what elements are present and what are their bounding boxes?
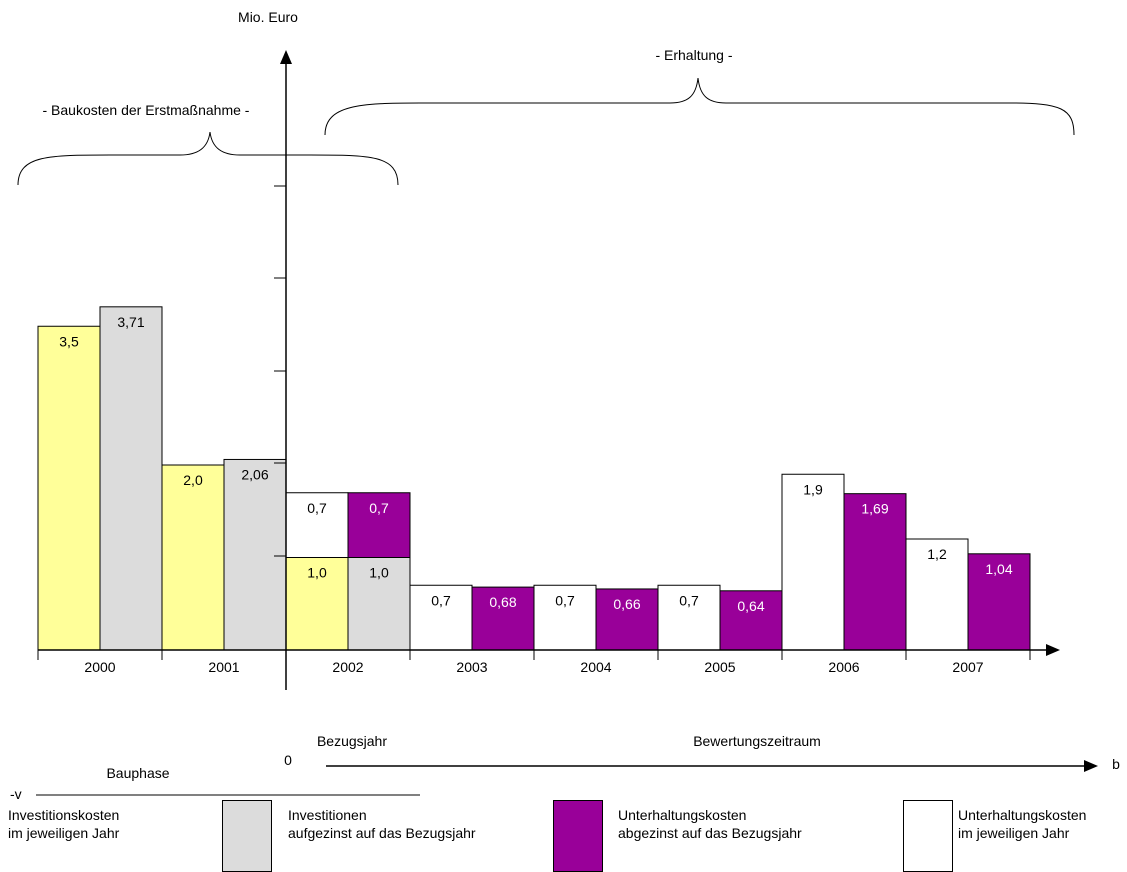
bar-investition_aufgezinst-2000 bbox=[99, 306, 163, 651]
data-label-unterhaltung-2004: 0,7 bbox=[555, 592, 575, 608]
x-tick-label-2005: 2005 bbox=[704, 659, 735, 675]
data-label-unterhaltung_abgezinst-2007: 1,04 bbox=[985, 561, 1012, 577]
y-axis-label: Mio. Euro bbox=[238, 9, 298, 25]
x-axis-arrow bbox=[1046, 644, 1060, 656]
data-label-unterhaltung_abgezinst-2003: 0,68 bbox=[489, 594, 516, 610]
bewertungszeitraum-arrow bbox=[1084, 760, 1098, 772]
data-label-investition-2000: 3,5 bbox=[59, 333, 79, 349]
data-label-unterhaltung_abgezinst-2004: 0,66 bbox=[613, 596, 640, 612]
data-label-unterhaltung_abgezinst-2002: 0,7 bbox=[369, 500, 389, 516]
bar-unterhaltung-2002 bbox=[285, 492, 349, 558]
data-label-investition_aufgezinst-2000: 3,71 bbox=[117, 314, 144, 330]
baukosten-brace bbox=[17, 131, 399, 186]
legend-item-investition-aufgezinst: Investitionen aufgezinst auf das Bezugsj… bbox=[288, 807, 476, 841]
bar-investition-2002 bbox=[285, 557, 349, 651]
bar-investition_aufgezinst-2001 bbox=[223, 458, 287, 651]
bewertungszeitraum-label: Bewertungszeitraum bbox=[693, 733, 821, 749]
bar-unterhaltung_abgezinst-2004 bbox=[595, 588, 659, 651]
erhaltung-label: - Erhaltung - bbox=[655, 47, 732, 63]
y-axis-arrow bbox=[280, 50, 292, 64]
baukosten-label: - Baukosten der Erstmaßnahme - bbox=[43, 102, 250, 118]
legend-item-unterhaltung: Unterhaltungskosten im jeweiligen Jahr bbox=[958, 807, 1087, 841]
x-tick-label-2001: 2001 bbox=[208, 659, 239, 675]
x-tick-label-2007: 2007 bbox=[952, 659, 983, 675]
bauphase-label: Bauphase bbox=[106, 765, 169, 781]
legend-item-investition: Investitionskosten im jeweiligen Jahr bbox=[8, 807, 120, 841]
bar-unterhaltung_abgezinst-2007 bbox=[967, 553, 1031, 651]
legend-item-unterhaltung-abgezinst: Unterhaltungskosten abgezinst auf das Be… bbox=[618, 807, 802, 841]
data-label-investition-2001: 2,0 bbox=[183, 472, 203, 488]
zero-label: 0 bbox=[284, 752, 292, 768]
legend-swatch-investition-aufgezinst bbox=[222, 800, 272, 872]
x-ticks: 2000 2001 2002 2003 2004 2005 2006 2007 bbox=[37, 650, 1031, 675]
data-label-unterhaltung-2007: 1,2 bbox=[927, 546, 947, 562]
data-label-unterhaltung_abgezinst-2005: 0,64 bbox=[737, 598, 764, 614]
y-ticks bbox=[274, 185, 286, 557]
erhaltung-brace bbox=[324, 77, 1075, 136]
data-label-investition-2002: 1,0 bbox=[307, 565, 327, 581]
x-tick-label-2000: 2000 bbox=[84, 659, 115, 675]
bezugsjahr-label: Bezugsjahr bbox=[317, 733, 387, 749]
bar-investition-2001 bbox=[161, 464, 225, 651]
data-label-unterhaltung-2002: 0,7 bbox=[307, 500, 327, 516]
data-label-unterhaltung-2006: 1,9 bbox=[803, 481, 823, 497]
legend-swatch-unterhaltung bbox=[903, 800, 953, 872]
data-label-investition_aufgezinst-2001: 2,06 bbox=[241, 466, 268, 482]
bars: 3,5 3,71 2,0 2,06 1,0 0,7 1,0 0,7 0,7 0,68 0,7 0,66… bbox=[37, 306, 1031, 651]
bar-unterhaltung_abgezinst-2006 bbox=[843, 493, 907, 651]
bar-unterhaltung_abgezinst-2002 bbox=[347, 492, 411, 558]
minus-v-label: -v bbox=[10, 786, 22, 802]
data-label-unterhaltung-2003: 0,7 bbox=[431, 592, 451, 608]
data-label-unterhaltung_abgezinst-2006: 1,69 bbox=[861, 501, 888, 517]
x-tick-label-2006: 2006 bbox=[828, 659, 859, 675]
data-label-investition_aufgezinst-2002: 1,0 bbox=[369, 565, 389, 581]
x-tick-label-2004: 2004 bbox=[580, 659, 611, 675]
x-tick-label-2003: 2003 bbox=[456, 659, 487, 675]
x-tick-label-2002: 2002 bbox=[332, 659, 363, 675]
bar-investition-2000 bbox=[37, 325, 101, 651]
data-label-unterhaltung-2005: 0,7 bbox=[679, 592, 699, 608]
bar-unterhaltung_abgezinst-2005 bbox=[719, 590, 783, 651]
bar-unterhaltung_abgezinst-2003 bbox=[471, 586, 535, 651]
b-label: b bbox=[1112, 756, 1120, 772]
bar-unterhaltung-2006 bbox=[781, 473, 845, 651]
legend-swatch-unterhaltung-abgezinst bbox=[553, 800, 603, 872]
